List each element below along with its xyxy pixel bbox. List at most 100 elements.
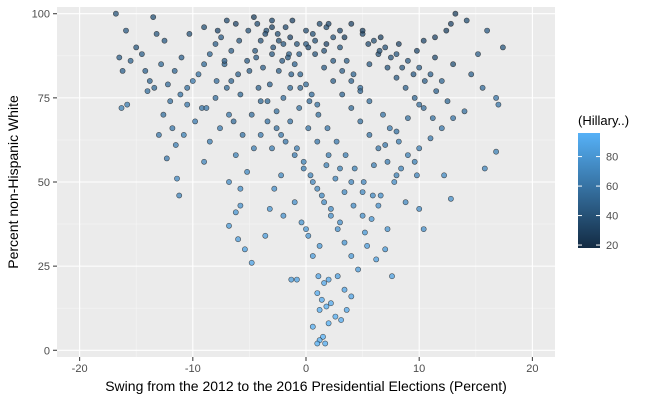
data-point bbox=[262, 232, 269, 239]
data-point bbox=[327, 212, 334, 219]
data-point bbox=[309, 179, 316, 185]
data-point bbox=[270, 44, 277, 51]
data-point bbox=[244, 168, 250, 175]
data-points bbox=[113, 10, 506, 347]
legend-tick-label: 40 bbox=[606, 211, 618, 223]
data-point bbox=[495, 101, 502, 108]
data-point bbox=[337, 27, 343, 34]
data-point bbox=[382, 246, 389, 253]
data-point bbox=[212, 95, 219, 101]
y-axis-ticks: 0 25 50 75 100 bbox=[32, 9, 57, 357]
data-point bbox=[377, 34, 384, 41]
data-point bbox=[223, 84, 230, 91]
data-point bbox=[206, 138, 213, 145]
data-point bbox=[384, 64, 391, 71]
color-legend: (Hillary..) 20 40 60 80 bbox=[578, 113, 629, 252]
data-point bbox=[481, 165, 488, 172]
data-point bbox=[271, 185, 278, 192]
data-point bbox=[133, 44, 140, 51]
data-point bbox=[330, 57, 337, 64]
data-point bbox=[309, 323, 316, 330]
data-point bbox=[307, 172, 314, 179]
y-tick-label: 75 bbox=[38, 93, 50, 105]
x-axis-title: Swing from the 2012 to the 2016 Presiden… bbox=[105, 378, 507, 394]
data-point bbox=[393, 128, 400, 135]
data-point bbox=[293, 276, 300, 283]
data-point bbox=[432, 54, 438, 61]
data-point bbox=[269, 145, 275, 152]
data-point bbox=[463, 17, 470, 24]
data-point bbox=[315, 111, 322, 118]
data-point bbox=[300, 165, 307, 172]
data-point bbox=[404, 57, 411, 64]
data-point bbox=[447, 195, 454, 202]
data-point bbox=[427, 71, 434, 78]
data-point bbox=[350, 71, 357, 78]
data-point bbox=[348, 253, 355, 259]
data-point bbox=[416, 145, 423, 152]
data-point bbox=[161, 37, 168, 44]
data-point bbox=[493, 95, 499, 101]
data-point bbox=[287, 84, 294, 91]
data-point bbox=[333, 138, 340, 145]
data-point bbox=[309, 31, 316, 37]
data-point bbox=[398, 165, 404, 172]
data-point bbox=[421, 78, 428, 84]
data-point bbox=[239, 131, 246, 138]
data-point bbox=[305, 44, 312, 51]
data-point bbox=[324, 125, 331, 132]
data-point bbox=[450, 115, 456, 121]
data-point bbox=[244, 57, 250, 64]
data-point bbox=[375, 145, 382, 152]
data-point bbox=[195, 71, 202, 78]
data-point bbox=[314, 101, 321, 108]
data-point bbox=[484, 27, 490, 34]
data-point bbox=[124, 101, 131, 108]
data-point bbox=[264, 98, 271, 105]
y-tick-label: 0 bbox=[44, 345, 50, 357]
data-point bbox=[169, 125, 176, 132]
data-point bbox=[410, 71, 417, 78]
data-point bbox=[327, 205, 334, 212]
data-point bbox=[402, 199, 409, 206]
data-point bbox=[393, 172, 400, 179]
legend-tick-label: 20 bbox=[606, 240, 618, 252]
y-axis-title: Percent non-Hispanic White bbox=[5, 95, 21, 269]
data-point bbox=[280, 95, 287, 101]
data-point bbox=[118, 105, 125, 111]
data-point bbox=[493, 148, 499, 155]
data-point bbox=[297, 71, 304, 78]
data-point bbox=[314, 185, 321, 192]
data-point bbox=[314, 290, 321, 296]
data-point bbox=[447, 20, 454, 27]
data-point bbox=[155, 131, 162, 138]
data-point bbox=[468, 71, 475, 78]
data-point bbox=[348, 105, 355, 111]
data-point bbox=[297, 84, 304, 91]
data-point bbox=[260, 64, 266, 71]
data-point bbox=[359, 27, 366, 34]
data-point bbox=[320, 333, 326, 340]
data-point bbox=[318, 296, 325, 303]
data-point bbox=[399, 64, 406, 71]
data-point bbox=[323, 303, 330, 310]
data-point bbox=[427, 135, 434, 142]
x-tick-label: 20 bbox=[526, 363, 538, 375]
data-point bbox=[321, 47, 327, 54]
data-point bbox=[291, 199, 298, 206]
data-point bbox=[237, 91, 244, 98]
data-point bbox=[282, 24, 289, 31]
data-point bbox=[461, 108, 468, 115]
data-point bbox=[213, 78, 220, 84]
data-point bbox=[226, 222, 232, 229]
data-point bbox=[201, 24, 207, 31]
data-point bbox=[235, 71, 241, 78]
data-point bbox=[393, 74, 400, 81]
data-point bbox=[151, 84, 158, 91]
data-point bbox=[306, 98, 313, 105]
data-point bbox=[387, 54, 394, 61]
data-point bbox=[273, 108, 280, 115]
data-point bbox=[404, 115, 411, 121]
data-point bbox=[499, 44, 506, 51]
data-point bbox=[312, 51, 318, 57]
